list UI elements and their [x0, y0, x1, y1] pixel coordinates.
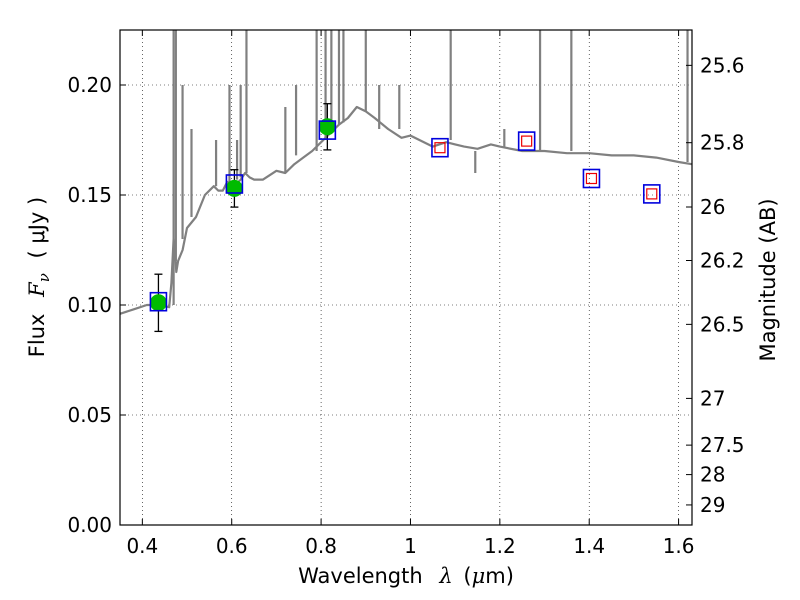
y-tick-label: 0.20: [67, 73, 112, 97]
observed-point: [149, 294, 167, 312]
model-inner-box: [585, 172, 598, 185]
model-inner-box: [521, 135, 533, 147]
x-tick-label: 1.2: [484, 534, 516, 558]
y2-tick-label: 27.5: [700, 433, 745, 457]
series-layer: [120, 30, 692, 333]
model-box: [431, 137, 449, 158]
plot-frame: [119, 29, 693, 526]
x-tick-label: 0.8: [305, 534, 337, 558]
y2-tick-label: 26: [700, 195, 725, 219]
y2-tick-label: 25.8: [700, 131, 745, 155]
x-axis-title: Wavelength λ (μm): [298, 564, 514, 588]
y2-tick-label: 26.5: [700, 312, 745, 336]
observed-point: [225, 179, 243, 197]
x-axis-unit-rest: m): [485, 564, 514, 588]
x-axis-label: Wavelength: [298, 564, 423, 588]
x-tick-label: 0.4: [126, 534, 158, 558]
plot-background: [120, 30, 692, 525]
y-tick-label: 0.15: [67, 183, 112, 207]
y2-tick-label: 26.2: [700, 249, 745, 273]
y-tick-label: 0.10: [67, 293, 112, 317]
spectrum-line: [120, 105, 692, 315]
x-tick-label: 1.4: [573, 534, 605, 558]
model-box: [225, 174, 244, 194]
y2-tick-label: 25.6: [700, 53, 745, 77]
x-axis-unit-mu: μ: [472, 564, 486, 588]
x-tick-label: 1.6: [663, 534, 695, 558]
model-box: [318, 120, 337, 140]
y-axis-title: Flux Fν ( μJy ): [25, 197, 54, 357]
y-axis-subscript: ν: [35, 273, 53, 282]
x-tick-label: 0.6: [216, 534, 248, 558]
y2-tick-label: 27: [700, 386, 725, 410]
model-inner-box: [646, 188, 658, 200]
model-box: [582, 168, 601, 189]
ticks: 0.4 0.6 0.8 1 1.2 1.4 1.6 0.00 0.05 0.10 0.15 0.20 2…: [67, 30, 745, 558]
y-axis-unit: ( μJy ): [25, 197, 49, 259]
y2-tick-label: 29: [700, 493, 725, 517]
model-box: [149, 291, 168, 312]
y2-tick-label: 28: [700, 463, 725, 487]
y-tick-label: 0.05: [67, 403, 112, 427]
y2-axis-title: Magnitude (AB): [756, 198, 780, 361]
y-tick-label: 0.00: [67, 513, 112, 537]
y-axis-label: Flux: [25, 314, 49, 358]
model-inner-box: [434, 142, 446, 154]
model-box: [517, 131, 536, 151]
x-tick-label: 1: [404, 534, 417, 558]
model-box: [642, 184, 661, 204]
y-axis-symbol: F: [25, 281, 49, 298]
x-axis-symbol: λ: [438, 564, 452, 588]
x-axis-unit-open: (: [463, 564, 471, 588]
